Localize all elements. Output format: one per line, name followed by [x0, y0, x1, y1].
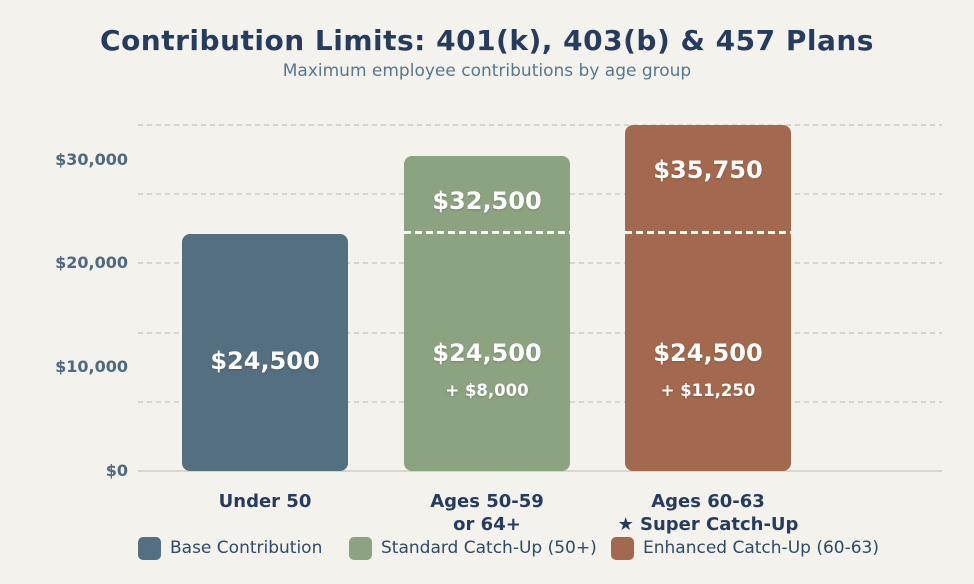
base-limit-dashed-line — [404, 231, 570, 234]
category-label-line: ★ Super Catch-Up — [617, 514, 799, 535]
legend-swatch-icon — [138, 536, 161, 560]
bar-2: $32,500 $24,500 + $8,000 — [404, 156, 570, 471]
base-limit-dashed-line — [625, 231, 791, 234]
legend-swatch-icon — [349, 536, 372, 560]
chart-subtitle: Maximum employee contributions by age gr… — [282, 61, 692, 81]
bar-base-value-label: $24,500 — [210, 347, 320, 375]
bar-total-label: $32,500 — [432, 187, 542, 215]
bar-base-value-label: $24,500 — [653, 339, 763, 367]
legend-label: Enhanced Catch-Up (60-63) — [643, 538, 879, 558]
category-label-line: Under 50 — [218, 491, 312, 512]
y-tick-label: $20,000 — [55, 253, 128, 273]
legend-item: Base Contribution — [138, 535, 322, 561]
x-axis-line — [138, 470, 942, 472]
category-label-line: Ages 60-63 — [651, 491, 765, 512]
bar-catchup-label: + $11,250 — [660, 381, 756, 400]
bar-base-value-label: $24,500 — [432, 339, 542, 367]
legend-item: Enhanced Catch-Up (60-63) — [611, 535, 879, 561]
bar-1: $24,500 — [182, 234, 348, 471]
gridline — [138, 124, 942, 126]
legend-swatch-icon — [611, 536, 634, 560]
category-label: Ages 60-63 ★ Super Catch-Up — [588, 490, 828, 536]
y-tick-label: $0 — [105, 461, 128, 480]
category-label: Under 50 — [145, 490, 385, 513]
bar-total-label: $35,750 — [653, 156, 763, 184]
legend-item: Standard Catch-Up (50+) — [349, 535, 597, 561]
bar-3: $35,750 $24,500 + $11,250 — [625, 125, 791, 471]
y-tick-label: $10,000 — [55, 357, 128, 377]
bar-catchup-label: + $8,000 — [445, 381, 529, 400]
category-label-line: or 64+ — [453, 514, 521, 535]
y-tick-label: $30,000 — [55, 149, 128, 169]
legend-label: Base Contribution — [170, 538, 323, 558]
legend-label: Standard Catch-Up (50+) — [381, 538, 597, 558]
category-label-line: Ages 50-59 — [430, 491, 544, 512]
chart-title: Contribution Limits: 401(k), 403(b) & 45… — [100, 24, 874, 57]
category-label: Ages 50-59 or 64+ — [367, 490, 607, 536]
